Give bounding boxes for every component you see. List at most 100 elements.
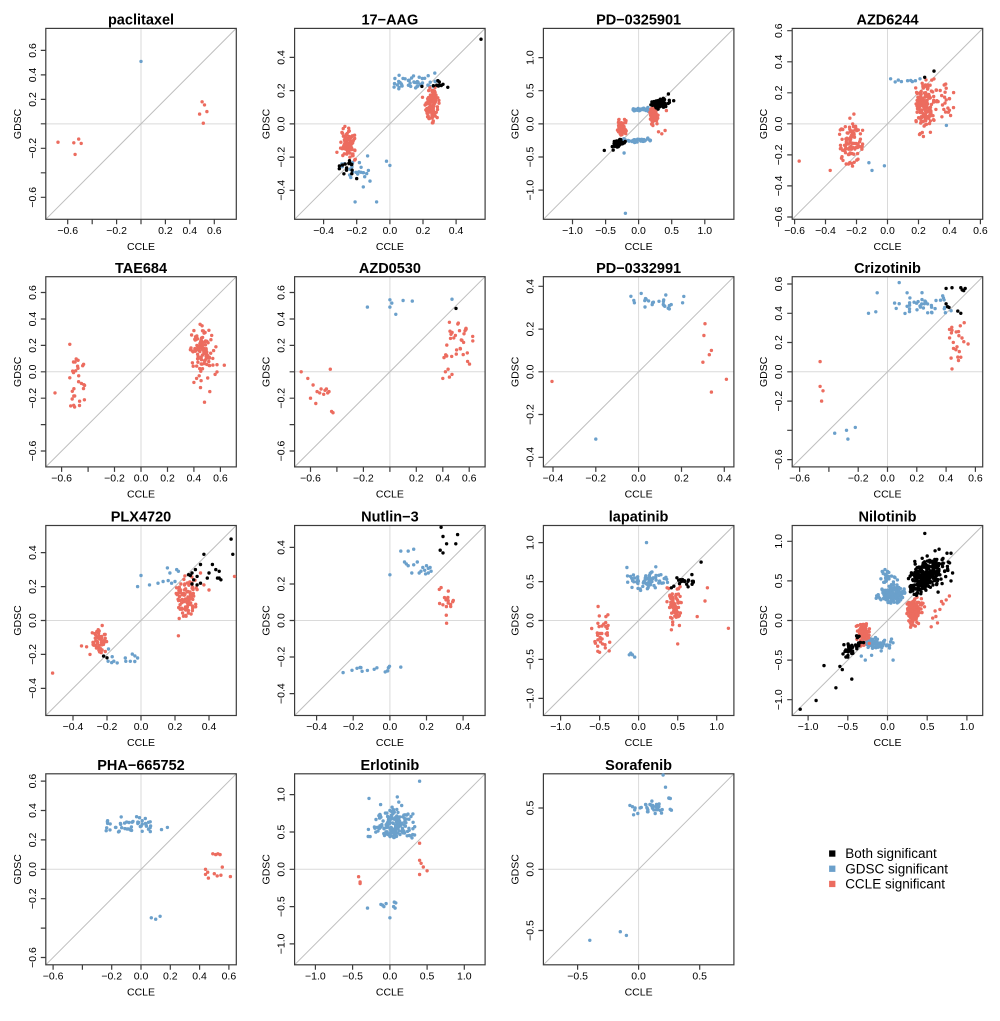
svg-text:−0.2: −0.2 bbox=[773, 144, 785, 165]
svg-text:−0.5: −0.5 bbox=[595, 225, 616, 237]
svg-text:−1.0: −1.0 bbox=[524, 688, 536, 709]
svg-text:0.4: 0.4 bbox=[276, 312, 288, 327]
svg-text:0.4: 0.4 bbox=[717, 473, 732, 485]
svg-text:−1.0: −1.0 bbox=[562, 225, 583, 237]
svg-text:0.4: 0.4 bbox=[182, 225, 197, 237]
svg-text:0.6: 0.6 bbox=[27, 43, 39, 58]
svg-text:0.4: 0.4 bbox=[276, 540, 288, 555]
svg-text:CCLE: CCLE bbox=[625, 737, 653, 749]
svg-text:−0.4: −0.4 bbox=[815, 225, 836, 237]
svg-text:PHA−665752: PHA−665752 bbox=[97, 758, 184, 774]
svg-text:CCLE significant: CCLE significant bbox=[845, 877, 945, 892]
svg-text:lapatinib: lapatinib bbox=[609, 510, 669, 526]
svg-text:0.4: 0.4 bbox=[27, 545, 39, 560]
svg-text:−0.2: −0.2 bbox=[524, 404, 536, 425]
svg-text:1.0: 1.0 bbox=[709, 721, 724, 733]
svg-text:0.6: 0.6 bbox=[27, 285, 39, 300]
svg-text:0.0: 0.0 bbox=[276, 116, 288, 131]
svg-text:0.0: 0.0 bbox=[631, 971, 646, 983]
svg-text:Sorafenib: Sorafenib bbox=[605, 758, 672, 774]
svg-text:CCLE: CCLE bbox=[625, 986, 653, 998]
svg-text:0.4: 0.4 bbox=[939, 473, 954, 485]
svg-text:−0.5: −0.5 bbox=[567, 971, 588, 983]
svg-text:−1.0: −1.0 bbox=[524, 180, 536, 201]
svg-text:0.6: 0.6 bbox=[222, 971, 237, 983]
svg-text:0.4: 0.4 bbox=[276, 50, 288, 65]
svg-text:0.0: 0.0 bbox=[134, 473, 149, 485]
svg-text:−0.2: −0.2 bbox=[104, 473, 125, 485]
svg-text:0.6: 0.6 bbox=[973, 225, 988, 237]
svg-text:0.5: 0.5 bbox=[276, 825, 288, 840]
svg-text:0.0: 0.0 bbox=[773, 364, 785, 379]
svg-text:0.4: 0.4 bbox=[27, 803, 39, 818]
svg-text:0.2: 0.2 bbox=[276, 577, 288, 592]
svg-text:GDSC: GDSC bbox=[758, 605, 770, 636]
svg-text:−1.0: −1.0 bbox=[798, 721, 819, 733]
svg-text:0.0: 0.0 bbox=[773, 116, 785, 131]
svg-text:−0.4: −0.4 bbox=[63, 721, 84, 733]
svg-text:−0.6: −0.6 bbox=[27, 947, 39, 968]
svg-text:CCLE: CCLE bbox=[376, 241, 404, 253]
svg-text:Nutlin−3: Nutlin−3 bbox=[361, 510, 419, 526]
svg-text:0.0: 0.0 bbox=[631, 721, 646, 733]
svg-text:0.2: 0.2 bbox=[419, 721, 434, 733]
svg-text:PD−0325901: PD−0325901 bbox=[596, 13, 681, 29]
svg-text:TAE684: TAE684 bbox=[115, 261, 167, 277]
svg-text:−1.0: −1.0 bbox=[773, 689, 785, 710]
svg-text:GDSC: GDSC bbox=[12, 854, 24, 885]
svg-text:0.4: 0.4 bbox=[187, 473, 202, 485]
svg-text:0.2: 0.2 bbox=[674, 473, 689, 485]
svg-text:GDSC: GDSC bbox=[509, 605, 521, 636]
svg-text:0.2: 0.2 bbox=[27, 579, 39, 594]
svg-text:−0.2: −0.2 bbox=[27, 888, 39, 909]
svg-text:CCLE: CCLE bbox=[873, 737, 901, 749]
svg-text:0.0: 0.0 bbox=[27, 613, 39, 628]
svg-text:GDSC: GDSC bbox=[509, 356, 521, 387]
svg-text:−0.6: −0.6 bbox=[27, 440, 39, 461]
svg-text:0.0: 0.0 bbox=[383, 971, 398, 983]
svg-text:GDSC significant: GDSC significant bbox=[845, 861, 948, 876]
svg-text:−0.5: −0.5 bbox=[524, 920, 536, 941]
svg-text:0.6: 0.6 bbox=[276, 285, 288, 300]
svg-text:−0.2: −0.2 bbox=[343, 721, 364, 733]
svg-text:GDSC: GDSC bbox=[758, 108, 770, 139]
svg-text:0.0: 0.0 bbox=[524, 116, 536, 131]
svg-text:0.5: 0.5 bbox=[524, 83, 536, 98]
svg-text:0.0: 0.0 bbox=[880, 473, 895, 485]
svg-text:CCLE: CCLE bbox=[873, 241, 901, 253]
svg-text:−0.2: −0.2 bbox=[346, 225, 367, 237]
svg-text:−0.6: −0.6 bbox=[276, 440, 288, 461]
svg-text:0.4: 0.4 bbox=[27, 312, 39, 327]
svg-text:1.0: 1.0 bbox=[524, 535, 536, 550]
svg-text:CCLE: CCLE bbox=[127, 241, 155, 253]
svg-text:1.0: 1.0 bbox=[524, 50, 536, 65]
svg-text:AZD6244: AZD6244 bbox=[856, 13, 918, 29]
svg-text:0.2: 0.2 bbox=[773, 335, 785, 350]
svg-text:0.6: 0.6 bbox=[213, 473, 228, 485]
svg-text:0.5: 0.5 bbox=[524, 574, 536, 589]
svg-text:−0.2: −0.2 bbox=[585, 473, 606, 485]
svg-text:−0.5: −0.5 bbox=[589, 721, 610, 733]
svg-text:0.0: 0.0 bbox=[880, 721, 895, 733]
svg-text:GDSC: GDSC bbox=[261, 356, 273, 387]
svg-text:CCLE: CCLE bbox=[127, 986, 155, 998]
svg-text:0.4: 0.4 bbox=[773, 54, 785, 69]
svg-text:0.2: 0.2 bbox=[27, 92, 39, 107]
svg-text:−0.6: −0.6 bbox=[773, 206, 785, 227]
svg-text:−0.5: −0.5 bbox=[524, 649, 536, 670]
svg-text:AZD0530: AZD0530 bbox=[359, 261, 421, 277]
svg-text:−0.2: −0.2 bbox=[846, 225, 867, 237]
svg-text:0.4: 0.4 bbox=[942, 225, 957, 237]
svg-text:GDSC: GDSC bbox=[261, 108, 273, 139]
svg-text:−0.2: −0.2 bbox=[27, 388, 39, 409]
svg-text:0.0: 0.0 bbox=[27, 364, 39, 379]
svg-text:−0.4: −0.4 bbox=[773, 175, 785, 196]
svg-text:−0.2: −0.2 bbox=[276, 646, 288, 667]
svg-text:−0.4: −0.4 bbox=[313, 225, 334, 237]
svg-text:paclitaxel: paclitaxel bbox=[108, 13, 174, 29]
svg-text:CCLE: CCLE bbox=[376, 737, 404, 749]
svg-text:Erlotinib: Erlotinib bbox=[360, 758, 419, 774]
svg-text:0.0: 0.0 bbox=[773, 613, 785, 628]
svg-text:−0.2: −0.2 bbox=[101, 971, 122, 983]
svg-text:0.0: 0.0 bbox=[276, 862, 288, 877]
